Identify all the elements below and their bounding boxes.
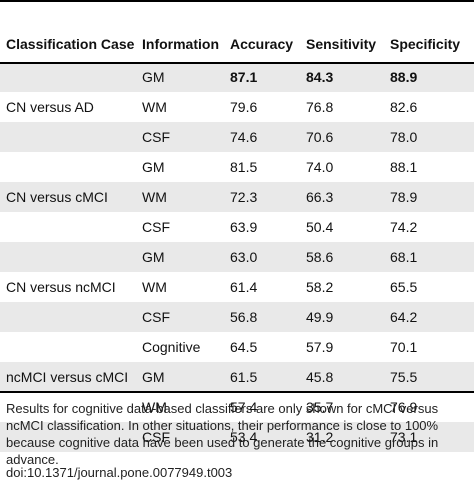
table-row: GM 87.1 84.3 88.9 [0, 62, 474, 92]
table-row: GM 63.0 58.6 68.1 [0, 242, 474, 272]
cell-sensitivity: 66.3 [306, 182, 390, 212]
cell-accuracy: 57.4 [230, 399, 258, 415]
cell-specificity: 70.1 [390, 339, 418, 355]
cell-case [0, 422, 142, 452]
table-row: CSF 63.9 50.4 74.2 [0, 212, 474, 242]
cell-specificity: 68.1 [390, 242, 474, 272]
cell-specificity: 74.2 [390, 219, 418, 235]
table-top-rule [0, 0, 474, 2]
cell-sensitivity: 35.7 [306, 399, 334, 415]
header-classification-case: Classification Case [6, 36, 135, 52]
cell-specificity: 82.6 [390, 99, 418, 115]
cell-sensitivity: 31.2 [306, 422, 390, 452]
cell-accuracy: 81.5 [230, 159, 258, 175]
cell-info: WM [142, 182, 230, 212]
table-row: CN versus ncMCI WM 61.4 58.2 65.5 [0, 272, 474, 302]
table-footnote: Results for cognitive data-based classif… [6, 401, 439, 467]
table-row: CSF 53.4 31.2 73.1 [0, 422, 474, 452]
cell-info: GM [142, 159, 165, 175]
cell-sensitivity: 70.6 [306, 122, 390, 152]
cell-specificity: 88.1 [390, 159, 418, 175]
cell-info: CSF [142, 122, 230, 152]
cell-case [0, 302, 142, 332]
table-row: Cognitive 64.5 57.9 70.1 [0, 332, 474, 362]
cell-sensitivity: 58.6 [306, 242, 390, 272]
cell-info: WM [142, 99, 167, 115]
cell-case: CN versus cMCI [0, 182, 142, 212]
cell-info: GM [142, 242, 230, 272]
header-specificity: Specificity [390, 36, 461, 52]
table-row: CN versus cMCI WM 72.3 66.3 78.9 [0, 182, 474, 212]
cell-accuracy: 74.6 [230, 122, 306, 152]
cell-specificity: 78.0 [390, 122, 474, 152]
header-accuracy: Accuracy [230, 36, 294, 52]
cell-sensitivity: 58.2 [306, 279, 334, 295]
cell-specificity: 64.2 [390, 302, 474, 332]
cell-specificity: 65.5 [390, 279, 418, 295]
cell-info: GM [142, 362, 230, 392]
cell-specificity: 75.5 [390, 362, 474, 392]
cell-sensitivity: 45.8 [306, 362, 390, 392]
cell-info: CSF [142, 219, 170, 235]
header-row: Classification Case Information Accuracy… [0, 26, 474, 62]
cell-case [0, 242, 142, 272]
cell-case [0, 122, 142, 152]
cell-accuracy: 87.1 [230, 62, 306, 92]
cell-info: WM [142, 279, 167, 295]
cell-specificity: 73.1 [390, 422, 474, 452]
table-row: ncMCI versus cMCI GM 61.5 45.8 75.5 [0, 362, 474, 392]
table-row: WM 57.4 35.7 76.9 [0, 392, 474, 422]
cell-case: CN versus AD [6, 99, 94, 115]
cell-info: Cognitive [142, 339, 201, 355]
cell-case [0, 212, 142, 242]
cell-accuracy: 56.8 [230, 302, 306, 332]
cell-case [0, 332, 142, 362]
doi-text: doi:10.1371/journal.pone.0077949.t003 [6, 465, 233, 480]
table-row: GM 81.5 74.0 88.1 [0, 152, 474, 182]
cell-info: WM [142, 399, 167, 415]
cell-accuracy: 63.0 [230, 242, 306, 272]
cell-accuracy: 63.9 [230, 219, 258, 235]
cell-info: GM [142, 62, 230, 92]
table-bottom-rule [0, 391, 474, 393]
table-row: CN versus AD WM 79.6 76.8 82.6 [0, 92, 474, 122]
table-row: CSF 74.6 70.6 78.0 [0, 122, 474, 152]
table-row: CSF 56.8 49.9 64.2 [0, 302, 474, 332]
cell-case [0, 152, 142, 182]
cell-accuracy: 61.5 [230, 362, 306, 392]
cell-info: CSF [142, 422, 230, 452]
header-bottom-rule [0, 62, 474, 64]
cell-case: ncMCI versus cMCI [0, 362, 142, 392]
cell-case [0, 62, 142, 92]
cell-accuracy: 72.3 [230, 182, 306, 212]
header-sensitivity: Sensitivity [306, 36, 377, 52]
cell-sensitivity: 84.3 [306, 62, 390, 92]
cell-sensitivity: 49.9 [306, 302, 390, 332]
results-table: Classification Case Information Accuracy… [0, 26, 474, 452]
cell-accuracy: 79.6 [230, 99, 258, 115]
header-information: Information [142, 36, 219, 52]
cell-accuracy: 64.5 [230, 339, 258, 355]
cell-accuracy: 61.4 [230, 279, 258, 295]
cell-sensitivity: 57.9 [306, 339, 334, 355]
cell-specificity: 76.9 [390, 399, 418, 415]
cell-specificity: 88.9 [390, 62, 474, 92]
cell-sensitivity: 74.0 [306, 159, 334, 175]
cell-specificity: 78.9 [390, 182, 474, 212]
cell-case: CN versus ncMCI [6, 279, 116, 295]
cell-sensitivity: 50.4 [306, 219, 334, 235]
cell-info: CSF [142, 302, 230, 332]
cell-accuracy: 53.4 [230, 422, 306, 452]
cell-sensitivity: 76.8 [306, 99, 334, 115]
